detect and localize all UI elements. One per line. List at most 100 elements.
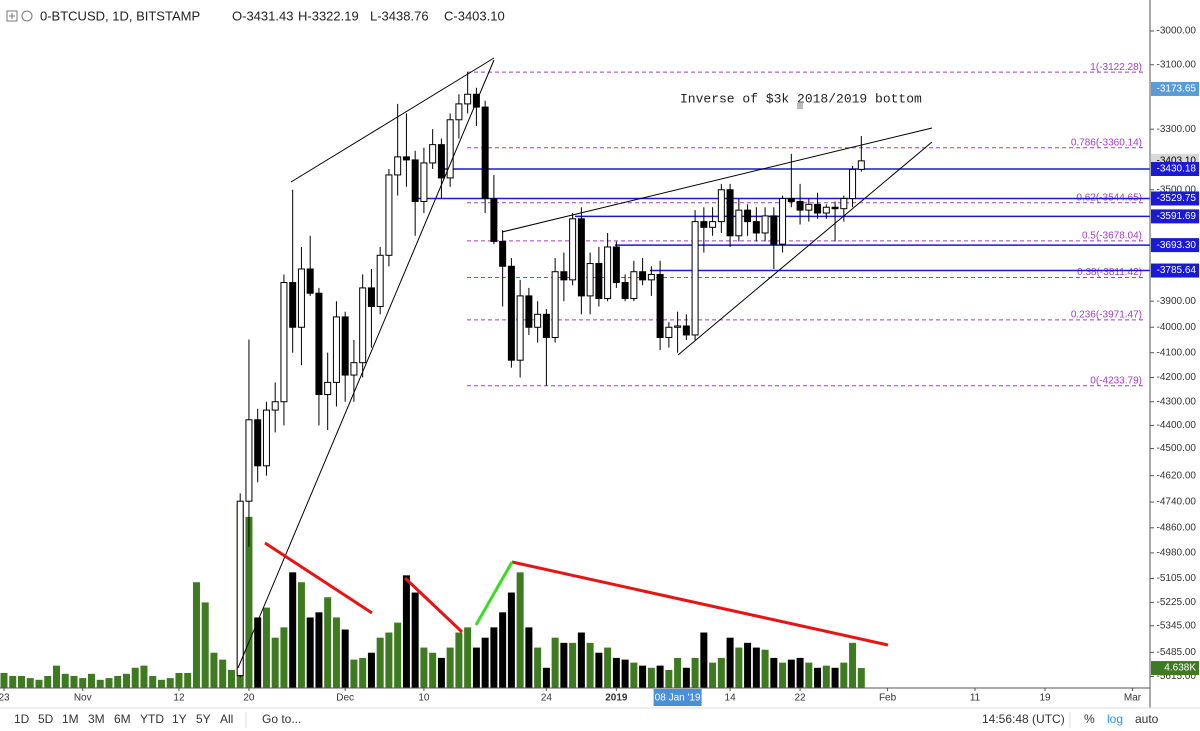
candle-body: [289, 282, 297, 328]
volume-bar: [849, 642, 857, 688]
volume-bar: [166, 678, 174, 688]
volume-bar: [87, 673, 95, 688]
candle-body: [359, 287, 367, 364]
volume-bar: [446, 647, 454, 688]
range-button[interactable]: 1Y: [172, 712, 187, 726]
volume-bar: [647, 667, 655, 688]
auto-button[interactable]: auto: [1135, 712, 1159, 726]
range-button[interactable]: 6M: [114, 712, 131, 726]
volume-bar: [227, 669, 235, 688]
volume-bar: [324, 597, 332, 688]
range-button[interactable]: 3M: [88, 712, 105, 726]
volume-bar: [560, 642, 568, 688]
candle-body: [770, 215, 778, 245]
ohlc-close: C-3403.10: [444, 8, 505, 23]
candle-body: [621, 282, 629, 300]
y-tick-label: -4500.00: [1157, 443, 1197, 454]
volume-bar: [114, 675, 122, 688]
percent-button[interactable]: %: [1084, 712, 1095, 726]
volume-bar: [717, 657, 725, 688]
volume-bar: [411, 592, 419, 688]
candle-body: [262, 409, 270, 467]
goto-button[interactable]: Go to...: [262, 712, 301, 726]
candle-body: [787, 198, 795, 202]
volume-bar: [516, 572, 524, 688]
trend-line: [677, 141, 933, 356]
volume-bar: [656, 665, 664, 688]
candle-body: [639, 271, 647, 281]
x-tick-label: Dec: [336, 693, 354, 704]
candle-body: [254, 419, 262, 467]
range-button[interactable]: 5D: [38, 712, 54, 726]
candle-body: [656, 273, 664, 339]
log-button[interactable]: log: [1107, 712, 1123, 726]
volume-bar: [26, 678, 34, 688]
candle-body: [551, 271, 559, 339]
candle-body: [402, 156, 410, 161]
volume-bar: [332, 617, 340, 688]
volume-bar: [341, 629, 349, 688]
y-tick-label: -3100.00: [1157, 59, 1197, 70]
volume-bar: [472, 647, 480, 688]
candle-body: [665, 326, 673, 339]
candle-body: [534, 313, 542, 328]
volume-bar: [612, 657, 620, 688]
fib-label: 0.5(-3678.04): [1082, 230, 1142, 241]
volume-bar: [429, 652, 437, 688]
y-tick-label: -4200.00: [1157, 372, 1197, 383]
volume-bar: [857, 668, 865, 688]
candle-body: [577, 218, 585, 297]
x-tick-label: 2019: [605, 693, 628, 704]
crosshair-box: [653, 689, 702, 706]
range-button[interactable]: YTD: [140, 712, 164, 726]
volume-bar: [149, 675, 157, 688]
volume-bar: [586, 642, 594, 688]
volume-last-label: 4.638K: [1164, 663, 1196, 674]
volume-bar: [569, 642, 577, 688]
expand-icon[interactable]: [6, 10, 18, 22]
level-box: [1151, 263, 1199, 278]
candle-body: [236, 500, 244, 677]
fib-label: 1(-3122.28): [1090, 62, 1142, 73]
trend-line: [237, 59, 495, 669]
y-tick-label: -4980.00: [1157, 548, 1197, 559]
candle-body: [604, 246, 612, 300]
candle-body: [297, 268, 305, 328]
volume-bar: [289, 572, 297, 688]
settings-icon[interactable]: [21, 10, 33, 22]
x-tick-label: 22: [795, 693, 807, 704]
y-tick-label: -5105.00: [1157, 573, 1197, 584]
volume-last-box: [1151, 661, 1199, 676]
volume-bar: [779, 662, 787, 688]
x-tick-label: 24: [541, 693, 553, 704]
volume-bar: [96, 679, 104, 688]
volume-bar: [122, 673, 130, 688]
y-tick-label: -4860.00: [1157, 522, 1197, 533]
range-button[interactable]: All: [220, 712, 233, 726]
candle-body: [560, 271, 568, 281]
candle-body: [822, 206, 830, 214]
range-button[interactable]: 1D: [14, 712, 30, 726]
volume-bar: [630, 662, 638, 688]
range-button[interactable]: 1M: [62, 712, 79, 726]
fib-label: 0.236(-3971.47): [1071, 310, 1142, 321]
range-button[interactable]: 5Y: [196, 712, 211, 726]
last-price-label: -3403.10: [1157, 155, 1197, 166]
level-label: -3785.64: [1157, 265, 1197, 276]
trend-line: [264, 541, 373, 615]
candle-body: [280, 282, 288, 403]
y-tick-label: -5225.00: [1157, 597, 1197, 608]
volume-bar: [0, 672, 8, 688]
candle-body: [779, 198, 787, 245]
fib-label: 0.38(-3811.42): [1077, 267, 1142, 278]
candle-body: [350, 362, 358, 376]
symbol: 0-BTCUSD, 1D, BITSTAMP: [40, 8, 200, 23]
volume-bar: [192, 582, 200, 688]
ohlc-high: H-3322.19: [298, 8, 359, 23]
volume-trend-lines: [264, 541, 889, 647]
volume-bar: [297, 582, 305, 688]
candle-body: [586, 263, 594, 297]
candle-body: [490, 198, 498, 242]
candle-body: [315, 292, 323, 396]
candle-body: [324, 381, 332, 396]
